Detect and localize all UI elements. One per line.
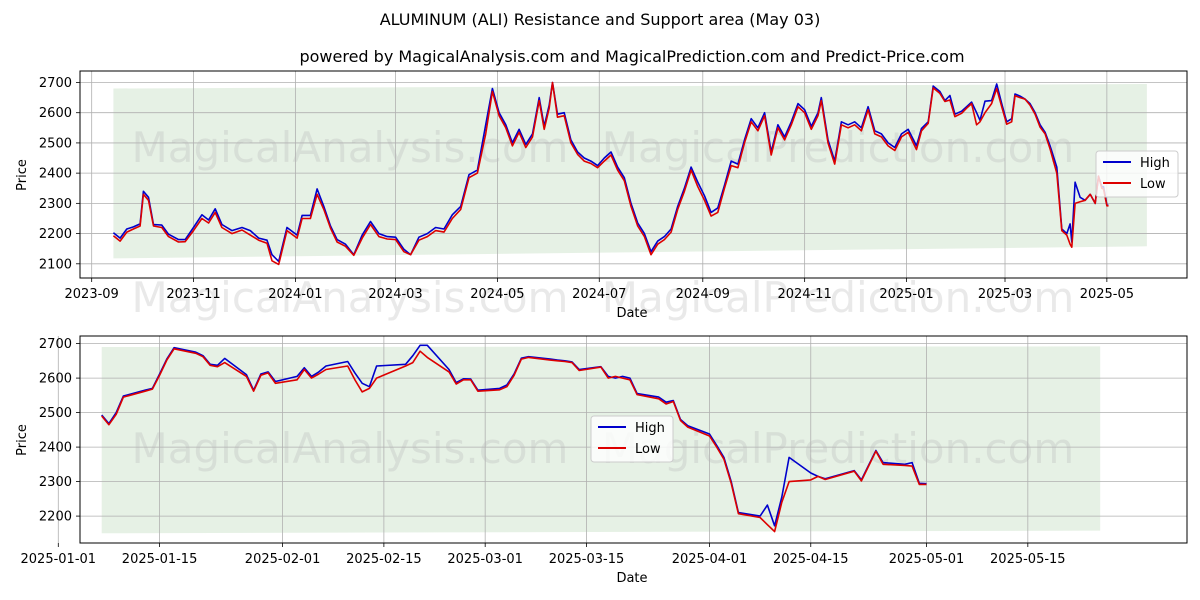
y-tick-label: 2700 [39,76,72,91]
top-legend-high-label: High [1140,156,1170,171]
bottom-legend: High Low [590,415,674,463]
low-price-line [101,348,927,533]
top-chart-panel: MagicalAnalysis.com MagicalPrediction.co… [15,70,1188,322]
y-tick-label: 2400 [39,167,72,182]
watermark-prediction-mid: MagicalPrediction.com [602,273,1075,322]
x-tick-label: 2024-09 [676,287,730,302]
chart-title: ALUMINUM (ALI) Resistance and Support ar… [380,10,821,29]
high-price-line [101,344,927,527]
x-tick-label: 2023-09 [65,287,119,302]
x-tick-label: 2025-03 [978,287,1032,302]
top-legend: High Low [1095,150,1179,198]
x-tick-label: 2025-03-15 [549,552,625,567]
x-tick-label: 2024-01 [268,287,322,302]
x-tick-label: 2025-05 [1080,287,1134,302]
y-tick-label: 2700 [39,337,72,352]
bottom-y-axis-label: Price [15,424,30,456]
x-tick-label: 2025-01 [879,287,933,302]
y-tick-label: 2400 [39,441,72,456]
y-tick-label: 2600 [39,372,72,387]
x-tick-label: 2025-05-15 [990,552,1066,567]
watermark-analysis-top: MagicalAnalysis.com [132,123,569,172]
x-tick-label: 2023-11 [166,287,220,302]
y-tick-label: 2200 [39,227,72,242]
x-tick-label: 2025-02-15 [346,552,422,567]
support-resistance-band [113,84,1147,259]
top-y-axis-label: Price [15,159,30,191]
watermark-analysis-bottom: MagicalAnalysis.com [132,424,569,473]
y-tick-label: 2300 [39,197,72,212]
x-tick-label: 2025-03-01 [447,552,523,567]
x-tick-label: 2024-11 [777,287,831,302]
watermark-analysis-mid: MagicalAnalysis.com [132,273,569,322]
chart-subtitle: powered by MagicalAnalysis.com and Magic… [299,47,964,66]
bottom-plot-frame [79,335,1188,544]
bottom-legend-low-label: Low [635,442,661,457]
watermark-prediction-bottom: MagicalPrediction.com [602,424,1075,473]
low-price-line [112,81,1109,266]
bottom-chart-panel: MagicalAnalysis.com MagicalPrediction.co… [15,335,1188,586]
y-tick-label: 2500 [39,406,72,421]
x-tick-label: 2025-04-01 [672,552,748,567]
x-tick-label: 2025-01-15 [122,552,198,567]
y-tick-label: 2200 [39,510,72,525]
x-tick-label: 2024-03 [368,287,422,302]
x-tick-label: 2024-07 [572,287,626,302]
y-tick-label: 2600 [39,106,72,121]
x-tick-label: 2025-01-01 [21,552,97,567]
x-tick-label: 2025-04-15 [773,552,849,567]
x-tick-label: 2024-05 [470,287,524,302]
x-tick-label: 2025-05-01 [889,552,965,567]
top-plot-frame [79,70,1188,279]
y-tick-label: 2300 [39,475,72,490]
bottom-legend-high-label: High [635,421,665,436]
top-legend-low-label: Low [1140,177,1166,192]
y-tick-label: 2100 [39,257,72,272]
y-tick-label: 2500 [39,136,72,151]
top-x-axis-label: Date [616,306,647,321]
x-tick-label: 2025-02-01 [245,552,321,567]
high-price-line [112,81,1109,263]
bottom-x-axis-label: Date [616,571,647,586]
